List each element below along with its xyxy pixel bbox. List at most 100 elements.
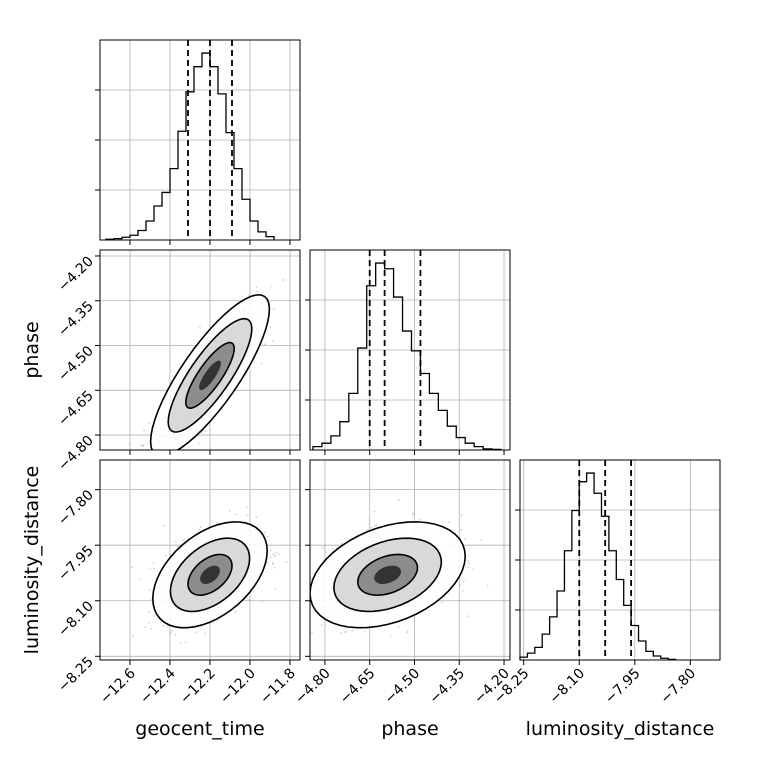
scatter-point	[147, 621, 150, 624]
scatter-point	[247, 598, 250, 601]
scatter-point	[228, 509, 231, 512]
scatter-point	[461, 589, 464, 592]
panel-content	[130, 506, 288, 645]
scatter-point	[162, 624, 165, 627]
scatter-point	[234, 610, 237, 613]
scatter-point	[235, 513, 238, 516]
scatter-point	[323, 544, 326, 547]
scatter-point	[204, 430, 207, 433]
scatter-point	[466, 615, 469, 618]
scatter-point	[252, 590, 255, 593]
scatter-point	[245, 506, 248, 509]
scatter-point	[447, 521, 450, 523]
scatter-point	[311, 631, 313, 634]
scatter-point	[468, 562, 470, 565]
scatter-point	[246, 514, 249, 517]
scatter-point	[143, 429, 146, 432]
scatter-point	[152, 614, 155, 617]
scatter-point	[148, 610, 151, 613]
contour-line	[356, 553, 419, 596]
scatter-point	[340, 542, 343, 545]
scatter-point	[150, 627, 153, 630]
scatter-point	[198, 528, 201, 531]
scatter-point	[398, 499, 401, 502]
scatter-point	[419, 518, 422, 521]
density-fill-core	[200, 565, 220, 584]
scatter-point	[141, 445, 144, 448]
scatter-point	[374, 525, 377, 527]
scatter-point	[139, 444, 142, 447]
scatter-point	[184, 641, 187, 644]
scatter-point	[331, 548, 334, 551]
scatter-point	[152, 562, 155, 565]
contour-line	[152, 521, 268, 629]
scatter-point	[198, 442, 201, 445]
x-axis-label-luminosity-distance: luminosity_distance	[526, 718, 715, 740]
scatter-point	[182, 539, 185, 541]
scatter-point	[139, 578, 142, 581]
scatter-point	[486, 584, 489, 587]
scatter-point	[274, 587, 277, 590]
scatter-point	[148, 589, 151, 591]
scatter-point	[264, 343, 266, 346]
scatter-point	[216, 521, 218, 524]
scatter-point	[260, 362, 263, 365]
scatter-point	[153, 567, 155, 570]
scatter-point	[480, 539, 482, 542]
scatter-point	[172, 375, 175, 378]
x-axis-label-geocent-time: geocent_time	[135, 718, 264, 740]
y-axis-label-phase: phase	[21, 321, 43, 378]
contour-line	[187, 553, 233, 596]
contour-line	[184, 341, 236, 409]
scatter-point	[320, 623, 323, 626]
scatter-point	[275, 551, 277, 554]
scatter-point	[272, 553, 275, 556]
scatter-point	[463, 538, 466, 540]
scatter-point	[277, 553, 280, 555]
contour-line	[310, 521, 467, 629]
scatter-point	[169, 631, 172, 634]
scatter-point	[148, 422, 151, 425]
scatter-point	[344, 631, 347, 634]
scatter-point	[412, 512, 415, 515]
scatter-point	[274, 554, 276, 557]
scatter-point	[340, 632, 342, 635]
scatter-point	[269, 556, 272, 559]
scatter-point	[389, 634, 392, 637]
scatter-point	[273, 308, 276, 310]
scatter-point	[199, 525, 202, 528]
scatter-point	[149, 597, 152, 600]
scatter-point	[261, 600, 264, 603]
scatter-point	[364, 630, 367, 633]
scatter-point	[269, 326, 272, 329]
scatter-point	[467, 566, 470, 569]
scatter-point	[271, 340, 274, 343]
scatter-point	[370, 526, 373, 529]
scatter-point	[373, 510, 376, 513]
scatter-point	[269, 285, 272, 288]
contour-line	[333, 537, 443, 613]
scatter-point	[163, 524, 166, 527]
scatter-point	[310, 577, 313, 580]
scatter-point	[179, 642, 182, 645]
axes-frame	[99, 39, 301, 241]
scatter-point	[467, 559, 470, 562]
scatter-point	[345, 630, 348, 633]
scatter-point	[397, 625, 400, 628]
scatter-point	[194, 631, 197, 634]
panel-content	[128, 279, 284, 450]
scatter-point	[142, 444, 145, 447]
scatter-point	[130, 566, 133, 569]
scatter-point	[144, 626, 147, 629]
scatter-point	[264, 531, 267, 534]
scatter-point	[460, 514, 463, 517]
x-axis-label-phase: phase	[381, 718, 438, 740]
histogram-step	[105, 52, 275, 240]
scatter-point	[174, 540, 177, 543]
axes-frame	[99, 459, 301, 661]
scatter-point	[272, 563, 275, 566]
scatter-point	[281, 279, 284, 281]
scatter-point	[255, 286, 258, 288]
contour-line	[167, 317, 253, 433]
histogram-step	[519, 472, 677, 661]
